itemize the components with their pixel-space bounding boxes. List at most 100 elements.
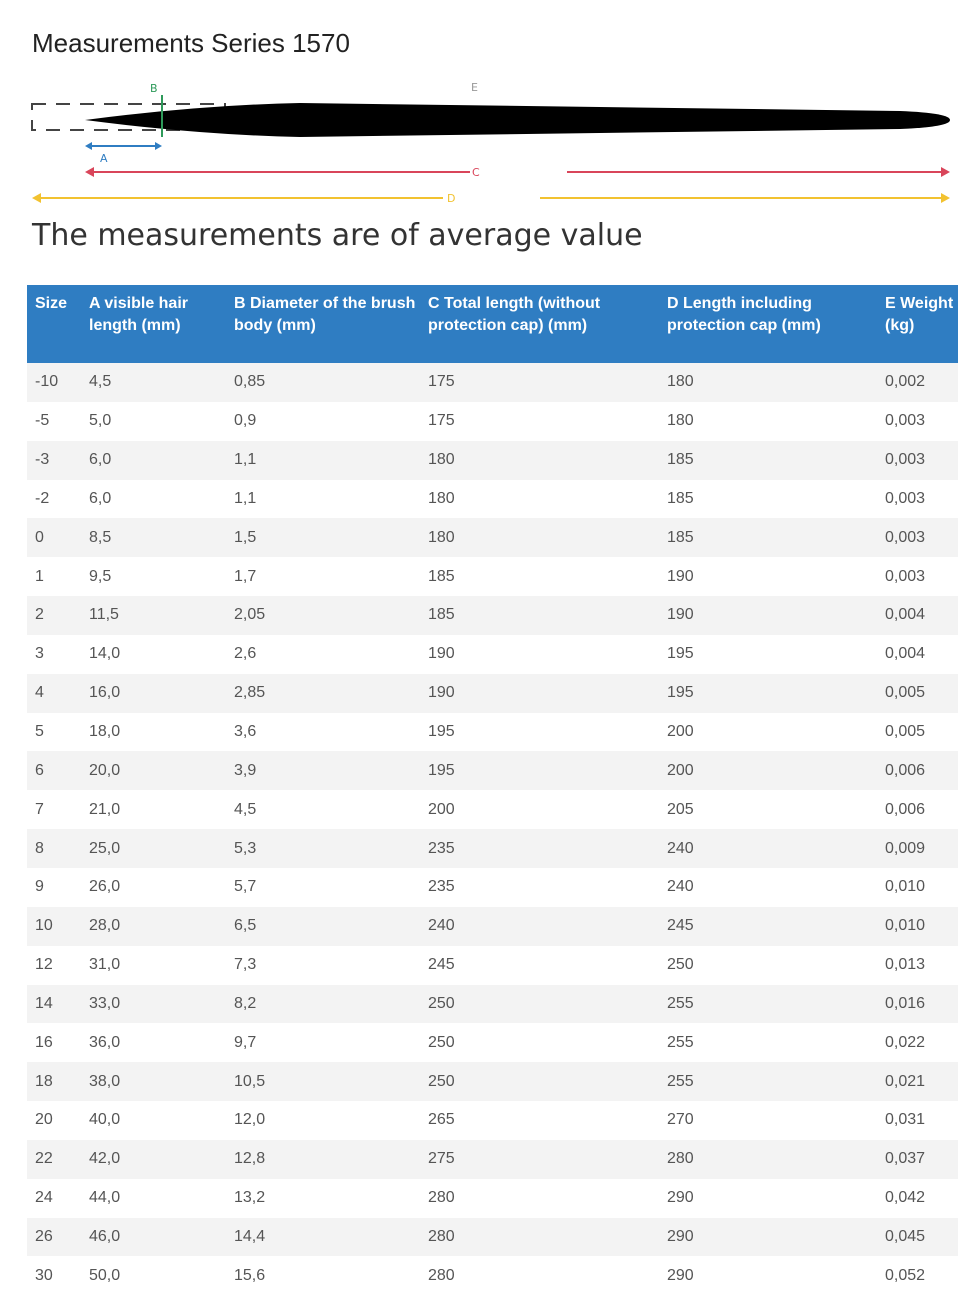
table-cell: 240	[667, 878, 694, 896]
header-cell: Size	[27, 285, 81, 363]
table-cell: 0,004	[885, 606, 926, 624]
table-cell: 205	[667, 800, 694, 818]
table-cell: 11,5	[89, 606, 119, 624]
table-cell: 1	[35, 567, 44, 585]
table-cell: 255	[667, 994, 694, 1012]
header-cell: B Diameter of the brush body (mm)	[226, 285, 420, 363]
table-cell: 0,031	[885, 1111, 926, 1129]
table-row: 0 8,5 1,5 180 185 0,003	[27, 518, 958, 558]
header-cell: E Weight (kg)	[877, 285, 958, 363]
table-row: 16 36,0 9,7 250 255 0,022	[27, 1023, 958, 1062]
table-row: 9 26,0 5,7 235 240 0,010	[27, 868, 958, 907]
table-cell: -2	[35, 489, 50, 507]
table-cell: 0,003	[885, 451, 926, 469]
table-row: 12 31,0 7,3 245 250 0,013	[27, 946, 958, 985]
table-cell: 185	[667, 489, 694, 507]
table-cell: 46,0	[89, 1227, 121, 1245]
table-cell: 0,005	[885, 684, 926, 702]
table-row: 7 21,0 4,5 200 205 0,006	[27, 790, 958, 829]
table-cell: 9,7	[234, 1033, 257, 1051]
table-cell: 5,7	[234, 878, 257, 896]
table-cell: 4	[35, 684, 44, 702]
table-cell: 0,003	[885, 567, 926, 585]
table-cell: 36,0	[89, 1033, 121, 1051]
table-cell: 0,022	[885, 1033, 926, 1051]
table-row: 24 44,0 13,2 280 290 0,042	[27, 1179, 958, 1218]
table-cell: 1,7	[234, 567, 257, 585]
table-row: 30 50,0 15,6 280 290 0,052	[27, 1256, 958, 1295]
table-row: 14 33,0 8,2 250 255 0,016	[27, 984, 958, 1024]
table-row: 5 18,0 3,6 195 200 0,005	[27, 713, 958, 752]
table-cell: 0,042	[885, 1189, 926, 1207]
table-cell: 175	[428, 412, 455, 430]
table-cell: 280	[667, 1150, 694, 1168]
table-cell: 250	[428, 1072, 455, 1090]
table-cell: 5,3	[234, 839, 257, 857]
table-cell: 18	[35, 1072, 53, 1090]
table-cell: 280	[428, 1189, 455, 1207]
table-row: 1 9,5 1,7 185 190 0,003	[27, 557, 958, 596]
table-cell: 195	[667, 645, 694, 663]
table-cell: 180	[428, 528, 455, 546]
table-cell: 185	[428, 606, 455, 624]
table-cell: 0,003	[885, 528, 926, 546]
table-cell: 4,5	[234, 800, 257, 818]
table-cell: 22	[35, 1150, 53, 1168]
table-cell: 16	[35, 1033, 53, 1051]
table-cell: 14,0	[89, 645, 121, 663]
table-cell: 0,005	[885, 723, 926, 741]
table-cell: 235	[428, 878, 455, 896]
table-cell: 0,016	[885, 994, 926, 1012]
table-cell: 26	[35, 1227, 53, 1245]
table-cell: 0,021	[885, 1072, 926, 1090]
header-cell: A visible hair length (mm)	[81, 285, 226, 363]
table-row: 2 11,5 2,05 185 190 0,004	[27, 596, 958, 635]
table-cell: 240	[667, 839, 694, 857]
table-cell: 250	[428, 994, 455, 1012]
table-cell: 200	[428, 800, 455, 818]
table-cell: 175	[428, 373, 455, 391]
label-d: D	[447, 192, 455, 205]
table-cell: 250	[428, 1033, 455, 1051]
table-cell: 8	[35, 839, 44, 857]
table-row: -10 4,5 0,85 175 180 0,002	[27, 363, 958, 402]
table-cell: -3	[35, 451, 50, 469]
table-cell: -10	[35, 373, 59, 391]
table-cell: 0,002	[885, 373, 926, 391]
table-cell: 180	[667, 373, 694, 391]
table-cell: 0,013	[885, 956, 926, 974]
table-cell: 0,010	[885, 917, 926, 935]
title: Measurements Series 1570	[32, 28, 350, 58]
table-cell: 28,0	[89, 917, 121, 935]
table-row: 8 25,0 5,3 235 240 0,009	[27, 829, 958, 868]
header-cell: D Length including protection cap (mm)	[659, 285, 877, 363]
table-cell: 0,85	[234, 373, 266, 391]
table-cell: 33,0	[89, 994, 121, 1012]
table-row: 26 46,0 14,4 280 290 0,045	[27, 1217, 958, 1257]
table-cell: 0,004	[885, 645, 926, 663]
table-cell: 0,037	[885, 1150, 926, 1168]
table-cell: 25,0	[89, 839, 121, 857]
table-cell: 12,8	[234, 1150, 266, 1168]
table-cell: 24	[35, 1189, 53, 1207]
label-b: B	[150, 82, 158, 95]
table-cell: 280	[428, 1227, 455, 1245]
table-cell: 180	[428, 451, 455, 469]
table-cell: 1,1	[234, 451, 257, 469]
table-cell: 15,6	[234, 1266, 266, 1284]
table-cell: 6,0	[89, 451, 112, 469]
table-cell: 255	[667, 1072, 694, 1090]
header-cell: C Total length (without protection cap) …	[420, 285, 659, 363]
table-cell: 240	[428, 917, 455, 935]
table-cell: 30	[35, 1266, 53, 1284]
table-cell: 235	[428, 839, 455, 857]
table-cell: 250	[667, 956, 694, 974]
subtitle: The measurements are of average value	[32, 218, 643, 253]
table-cell: 195	[428, 761, 455, 779]
table-cell: 3,9	[234, 761, 257, 779]
table-cell: 42,0	[89, 1150, 121, 1168]
table-cell: 180	[428, 489, 455, 507]
table-cell: 180	[667, 412, 694, 430]
table-cell: 31,0	[89, 956, 121, 974]
